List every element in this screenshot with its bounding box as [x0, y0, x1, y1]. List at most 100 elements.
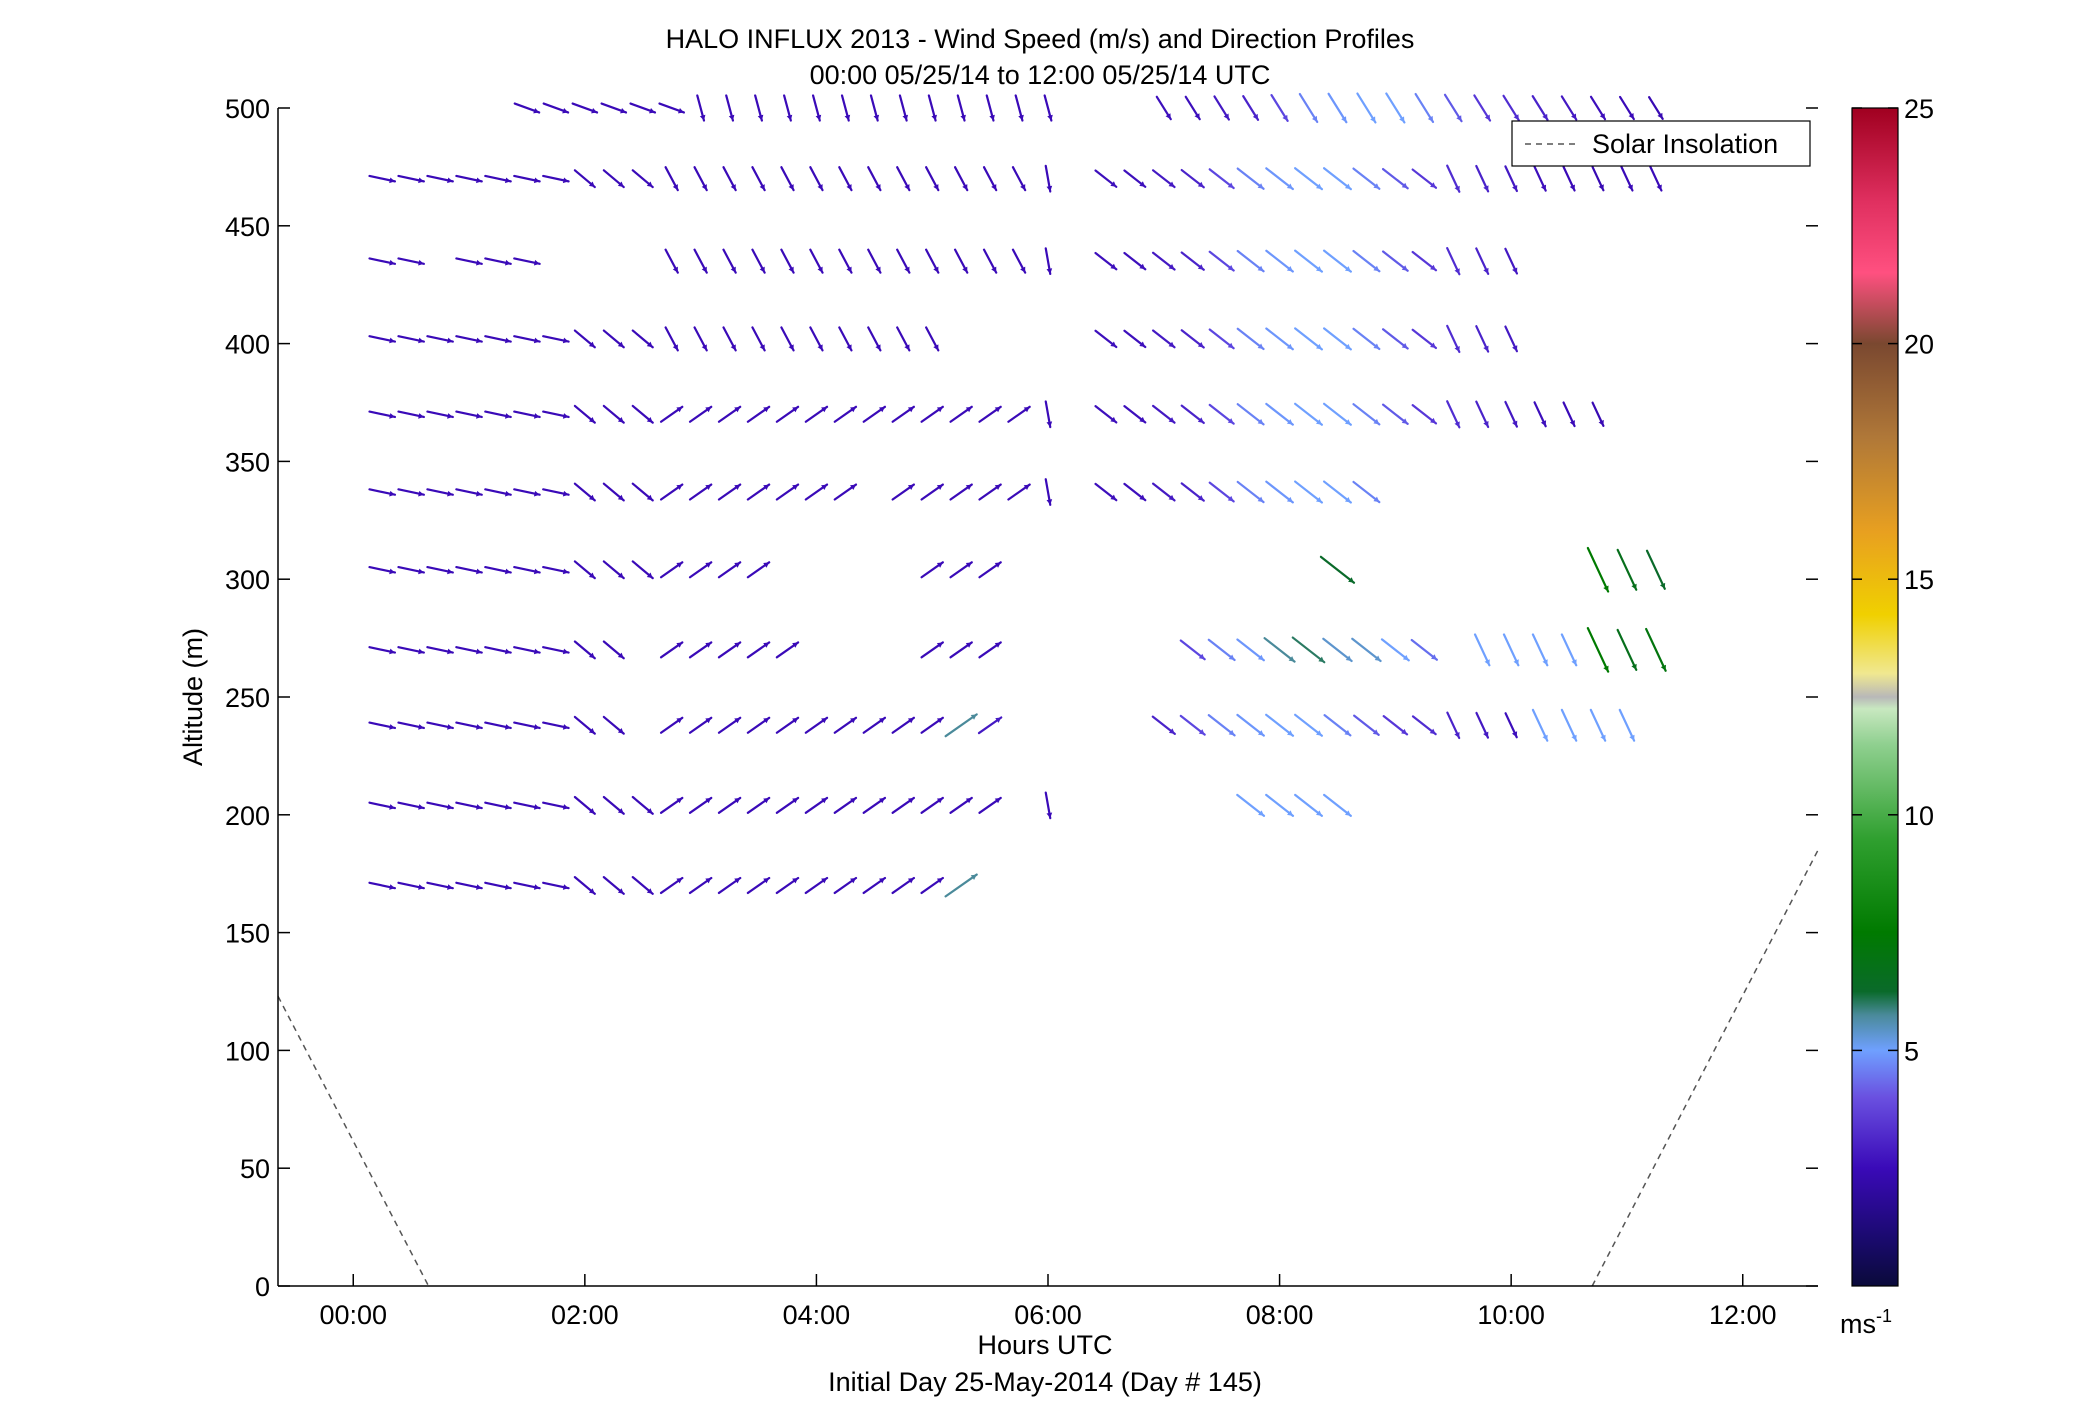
- wind-arrow: [722, 166, 737, 192]
- y-tick-label: 200: [225, 801, 270, 831]
- colorbar-unit-label: ms-1: [1840, 1306, 1892, 1339]
- wind-arrow: [1352, 403, 1381, 426]
- wind-arrow: [978, 405, 1002, 423]
- wind-arrow: [1351, 637, 1382, 663]
- wind-arrow: [368, 801, 397, 810]
- colorbar-tick-label: 20: [1904, 330, 1934, 360]
- wind-arrow: [1236, 793, 1266, 817]
- wind-arrow: [1356, 92, 1377, 124]
- wind-arrow: [867, 326, 882, 352]
- wind-arrow: [1011, 166, 1027, 192]
- wind-arrow: [862, 716, 887, 734]
- wind-arrow: [1620, 165, 1634, 192]
- wind-arrow: [1531, 708, 1549, 742]
- wind-arrow: [1446, 400, 1461, 429]
- wind-arrow: [455, 488, 483, 497]
- wind-arrow: [542, 102, 570, 114]
- wind-arrow: [804, 876, 829, 895]
- wind-arrow: [1475, 247, 1490, 275]
- wind-arrow: [688, 876, 713, 895]
- wind-arrow: [1618, 708, 1636, 742]
- wind-arrow: [664, 166, 679, 192]
- wind-arrow: [1352, 167, 1381, 190]
- wind-arrow: [513, 801, 541, 810]
- y-tick-label: 300: [225, 565, 270, 595]
- wind-arrow: [838, 326, 853, 352]
- wind-arrow: [513, 174, 541, 184]
- wind-arrow: [751, 326, 766, 352]
- wind-arrow: [1616, 548, 1638, 591]
- wind-arrow: [629, 102, 657, 114]
- wind-arrow: [397, 646, 425, 655]
- wind-arrow: [1236, 403, 1265, 426]
- wind-arrow: [455, 801, 483, 810]
- wind-arrow: [484, 565, 512, 575]
- x-axis-sublabel: Initial Day 25-May-2014 (Day # 145): [828, 1367, 1262, 1397]
- wind-arrow: [1014, 94, 1024, 122]
- y-tick-label: 500: [225, 94, 270, 124]
- wind-arrow: [542, 174, 570, 184]
- wind-arrow: [1242, 95, 1260, 121]
- wind-arrow: [920, 483, 944, 501]
- colorbar-gradient: [1851, 107, 1899, 1287]
- wind-arrow: [949, 483, 973, 501]
- wind-arrow: [977, 716, 1003, 735]
- wind-arrow: [397, 410, 425, 419]
- wind-arrow: [811, 94, 822, 122]
- colorbar-ticks: 5 10 15 20 25: [1852, 94, 1934, 1066]
- wind-arrow: [1504, 325, 1519, 353]
- wind-arrow: [368, 257, 397, 266]
- wind-arrow: [953, 166, 969, 192]
- wind-arrow: [664, 248, 679, 274]
- colorbar: 5 10 15 20 25 ms-1: [1840, 94, 1934, 1339]
- y-tick-label: 250: [225, 683, 270, 713]
- wind-arrow: [688, 641, 713, 659]
- wind-arrow: [1180, 329, 1205, 349]
- x-tick-label: 12:00: [1709, 1300, 1777, 1330]
- wind-arrow: [867, 166, 882, 192]
- wind-arrow: [1151, 404, 1176, 424]
- y-axis-ticks: 0 50 100 150 200 250 300 350 400 450 500: [225, 94, 1818, 1302]
- wind-arrow: [1533, 401, 1547, 428]
- wind-arrow: [455, 335, 483, 344]
- wind-arrow: [573, 404, 596, 424]
- wind-arrow: [1411, 715, 1437, 736]
- y-tick-label: 50: [240, 1154, 270, 1184]
- wind-arrow: [978, 483, 1002, 501]
- wind-arrow: [896, 248, 911, 274]
- wind-arrow: [542, 721, 570, 730]
- wind-arrow: [1560, 633, 1578, 667]
- wind-arrow: [925, 166, 940, 192]
- wind-arrow: [1236, 249, 1265, 273]
- wind-arrow: [573, 560, 596, 580]
- wind-arrow: [838, 248, 853, 274]
- wind-arrow: [746, 876, 771, 895]
- wind-arrow: [688, 483, 713, 501]
- wind-arrow: [484, 721, 512, 730]
- wind-arrow: [484, 801, 512, 810]
- wind-arrow: [631, 404, 654, 424]
- wind-arrow: [1294, 713, 1324, 737]
- wind-arrow: [573, 640, 596, 660]
- wind-arrow: [1475, 711, 1490, 739]
- wind-arrow: [746, 483, 771, 501]
- wind-arrow: [1446, 246, 1461, 276]
- y-axis-label: Altitude (m): [178, 628, 208, 766]
- wind-arrow: [1294, 402, 1324, 426]
- wind-arrow: [1380, 638, 1410, 662]
- wind-arrow: [1294, 327, 1324, 351]
- solar-insolation-curve: [277, 849, 1819, 1287]
- wind-arrow: [455, 881, 483, 890]
- wind-arrow: [809, 326, 824, 352]
- wind-arrow: [775, 405, 800, 423]
- wind-arrow: [659, 561, 684, 579]
- wind-arrow: [1352, 249, 1381, 273]
- wind-arrow: [949, 561, 973, 579]
- wind-arrow: [1322, 167, 1352, 191]
- wind-arrow: [717, 561, 742, 579]
- y-tick-label: 450: [225, 212, 270, 242]
- wind-arrow: [717, 405, 742, 423]
- wind-arrow: [693, 248, 708, 274]
- wind-arrow: [746, 561, 771, 579]
- wind-arrow: [542, 335, 570, 344]
